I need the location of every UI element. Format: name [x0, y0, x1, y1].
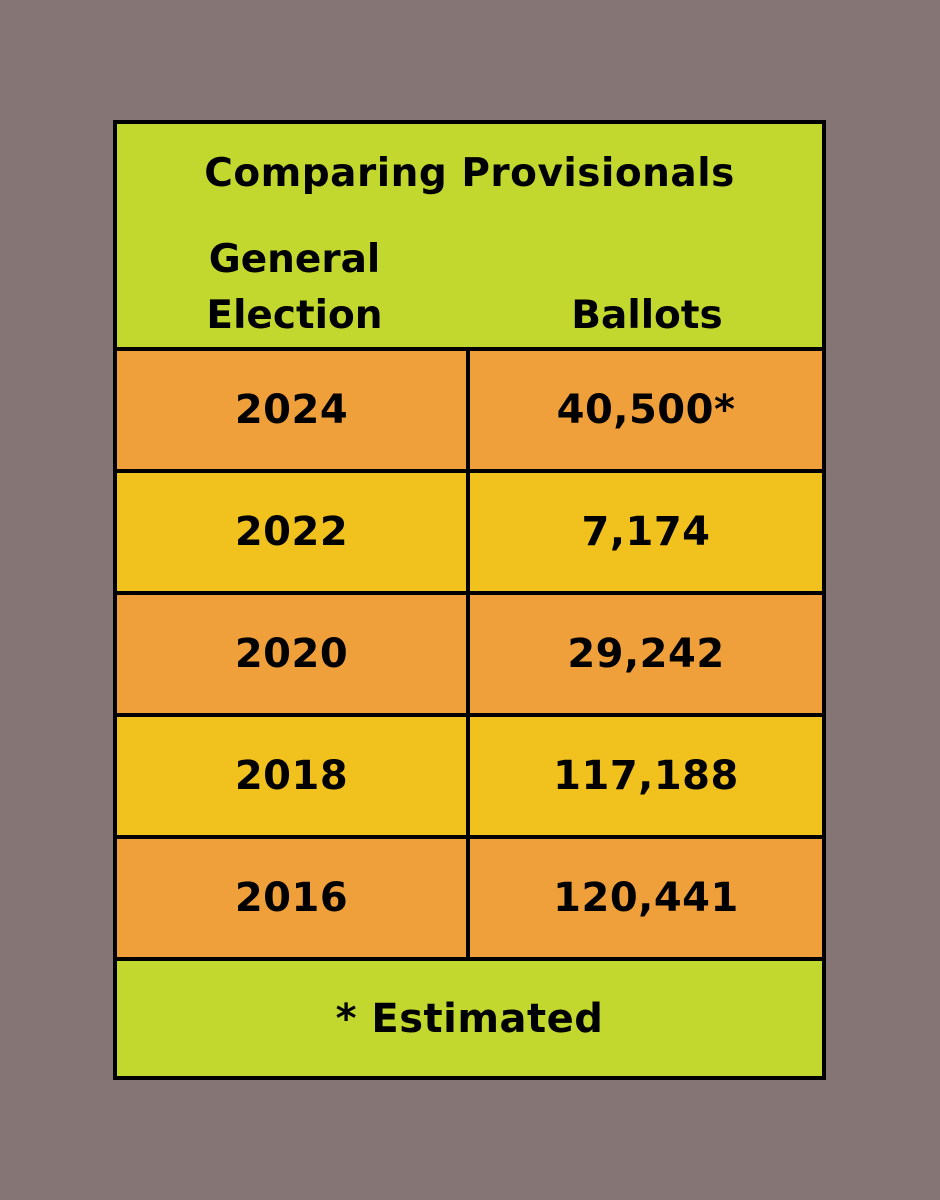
provisionals-table: Comparing Provisionals General Election … [113, 120, 826, 1080]
year-cell: 2022 [117, 473, 466, 591]
year-cell: 2016 [117, 839, 466, 957]
ballots-cell: 40,500* [470, 351, 822, 469]
column-header-ballots: Ballots [571, 293, 723, 338]
table-row: 2024 40,500* [117, 351, 822, 469]
ballots-cell: 29,242 [470, 595, 822, 713]
ballots-cell: 117,188 [470, 717, 822, 835]
table-row: 2020 29,242 [117, 595, 822, 713]
column-header-general-election: General Election [206, 237, 383, 338]
ballots-cell: 120,441 [470, 839, 822, 957]
year-cell: 2024 [117, 351, 466, 469]
table-row: 2022 7,174 [117, 473, 822, 591]
ballots-cell: 7,174 [470, 473, 822, 591]
year-cell: 2018 [117, 717, 466, 835]
table-title: Comparing Provisionals [204, 151, 735, 196]
table-row: 2016 120,441 [117, 839, 822, 957]
table-footnote: * Estimated [117, 961, 822, 1076]
table-header: Comparing Provisionals General Election … [117, 124, 822, 347]
year-cell: 2020 [117, 595, 466, 713]
table-body: 2024 40,500* 2022 7,174 2020 29,242 2018… [117, 351, 822, 961]
table-row: 2018 117,188 [117, 717, 822, 835]
